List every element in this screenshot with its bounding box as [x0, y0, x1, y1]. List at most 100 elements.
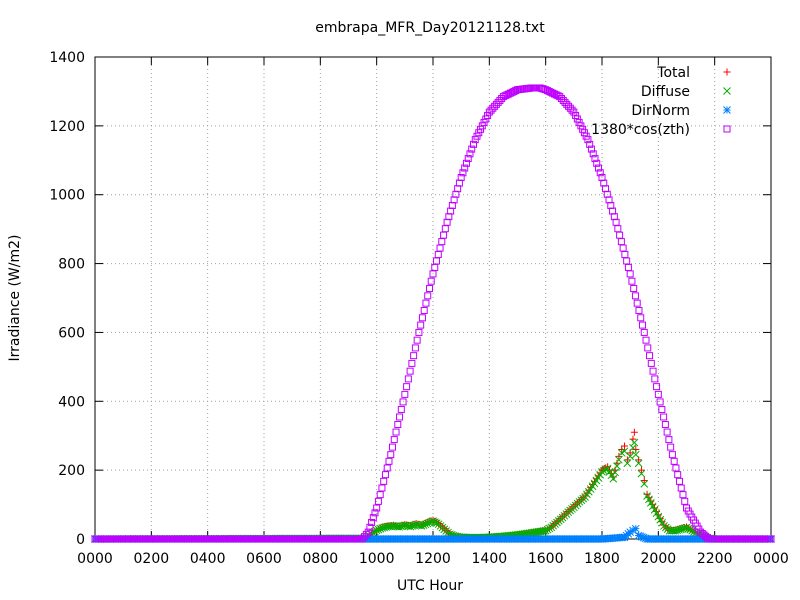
data-point	[459, 169, 467, 177]
y-tick-label: 0	[76, 532, 85, 548]
data-point	[682, 523, 691, 532]
y-tick-label: 400	[58, 394, 85, 410]
data-point	[383, 464, 391, 472]
data-point	[634, 459, 643, 468]
data-point	[636, 532, 645, 541]
data-point	[638, 533, 646, 541]
data-point	[362, 530, 370, 538]
data-point	[617, 238, 625, 246]
data-point	[429, 517, 437, 525]
data-point	[422, 299, 430, 307]
data-point	[396, 413, 404, 421]
legend-marker	[723, 87, 731, 95]
x-tick-label: 0800	[303, 551, 339, 567]
x-tick-label: 0600	[246, 551, 282, 567]
data-point	[614, 225, 622, 233]
data-point	[408, 359, 416, 367]
data-point	[609, 474, 618, 483]
grid-lines	[95, 57, 771, 539]
data-point	[629, 443, 637, 452]
data-point	[638, 321, 646, 329]
y-tick-label: 1400	[49, 50, 85, 66]
data-point	[661, 421, 669, 429]
data-point	[630, 428, 638, 436]
data-point	[675, 477, 683, 485]
data-point	[394, 421, 402, 429]
legend-label: Total	[656, 65, 690, 81]
data-point	[637, 314, 645, 322]
data-point	[494, 98, 502, 106]
data-point	[643, 490, 651, 498]
data-point	[628, 277, 636, 285]
data-point	[441, 225, 449, 233]
data-point	[545, 524, 554, 533]
data-point	[639, 533, 648, 542]
data-point	[626, 270, 634, 278]
data-points	[91, 84, 775, 543]
data-point	[540, 85, 548, 93]
x-tick-label: 0000	[77, 551, 113, 567]
data-point	[591, 155, 599, 163]
data-point	[489, 104, 497, 112]
data-point	[658, 405, 666, 413]
data-point	[364, 528, 372, 536]
data-point	[596, 169, 604, 177]
data-point	[626, 528, 635, 536]
data-point	[623, 257, 631, 265]
series-open-square	[91, 84, 775, 543]
data-point	[496, 96, 504, 104]
data-point	[541, 526, 550, 535]
data-point	[665, 526, 674, 535]
x-tick-label: 1400	[472, 551, 508, 567]
data-point	[619, 244, 627, 252]
data-point	[512, 87, 520, 95]
data-point	[464, 155, 472, 163]
data-point	[390, 436, 398, 444]
legend-label: 1380*cos(zth)	[591, 122, 690, 138]
legend-label: Diffuse	[641, 84, 690, 100]
x-tick-label: 1200	[415, 551, 451, 567]
x-tick-label: 2000	[641, 551, 677, 567]
data-point	[587, 145, 595, 153]
legend-marker	[723, 106, 731, 114]
data-point	[703, 534, 711, 542]
data-point	[462, 159, 470, 167]
x-tick-label: 0400	[190, 551, 226, 567]
data-point	[434, 251, 442, 259]
data-point	[647, 359, 655, 367]
data-point	[420, 306, 428, 314]
data-point	[616, 231, 624, 239]
data-point	[510, 87, 518, 95]
data-point	[593, 159, 601, 167]
data-point	[641, 534, 650, 543]
data-point	[425, 285, 433, 293]
data-point	[411, 344, 419, 352]
data-point	[651, 375, 659, 383]
data-point	[568, 106, 576, 114]
data-point	[626, 452, 635, 461]
data-point	[631, 524, 640, 533]
data-point	[637, 466, 645, 474]
data-point	[634, 531, 643, 540]
data-point	[485, 108, 493, 116]
data-point	[615, 455, 623, 464]
data-point	[413, 336, 421, 344]
data-point	[623, 459, 632, 468]
data-point	[767, 535, 775, 543]
x-tick-label: 1000	[359, 551, 395, 567]
x-tick-label: 2200	[697, 551, 733, 567]
data-point	[387, 451, 395, 459]
data-point	[385, 457, 393, 465]
data-point	[584, 136, 592, 144]
data-point	[371, 509, 379, 517]
x-tick-label: 0000	[753, 551, 789, 567]
data-point	[674, 471, 682, 479]
data-point	[491, 102, 499, 110]
data-point	[665, 436, 673, 444]
y-tick-label: 1200	[49, 119, 85, 135]
data-point	[389, 443, 397, 451]
data-point	[457, 174, 465, 181]
data-point	[376, 491, 384, 499]
data-point	[552, 91, 560, 99]
